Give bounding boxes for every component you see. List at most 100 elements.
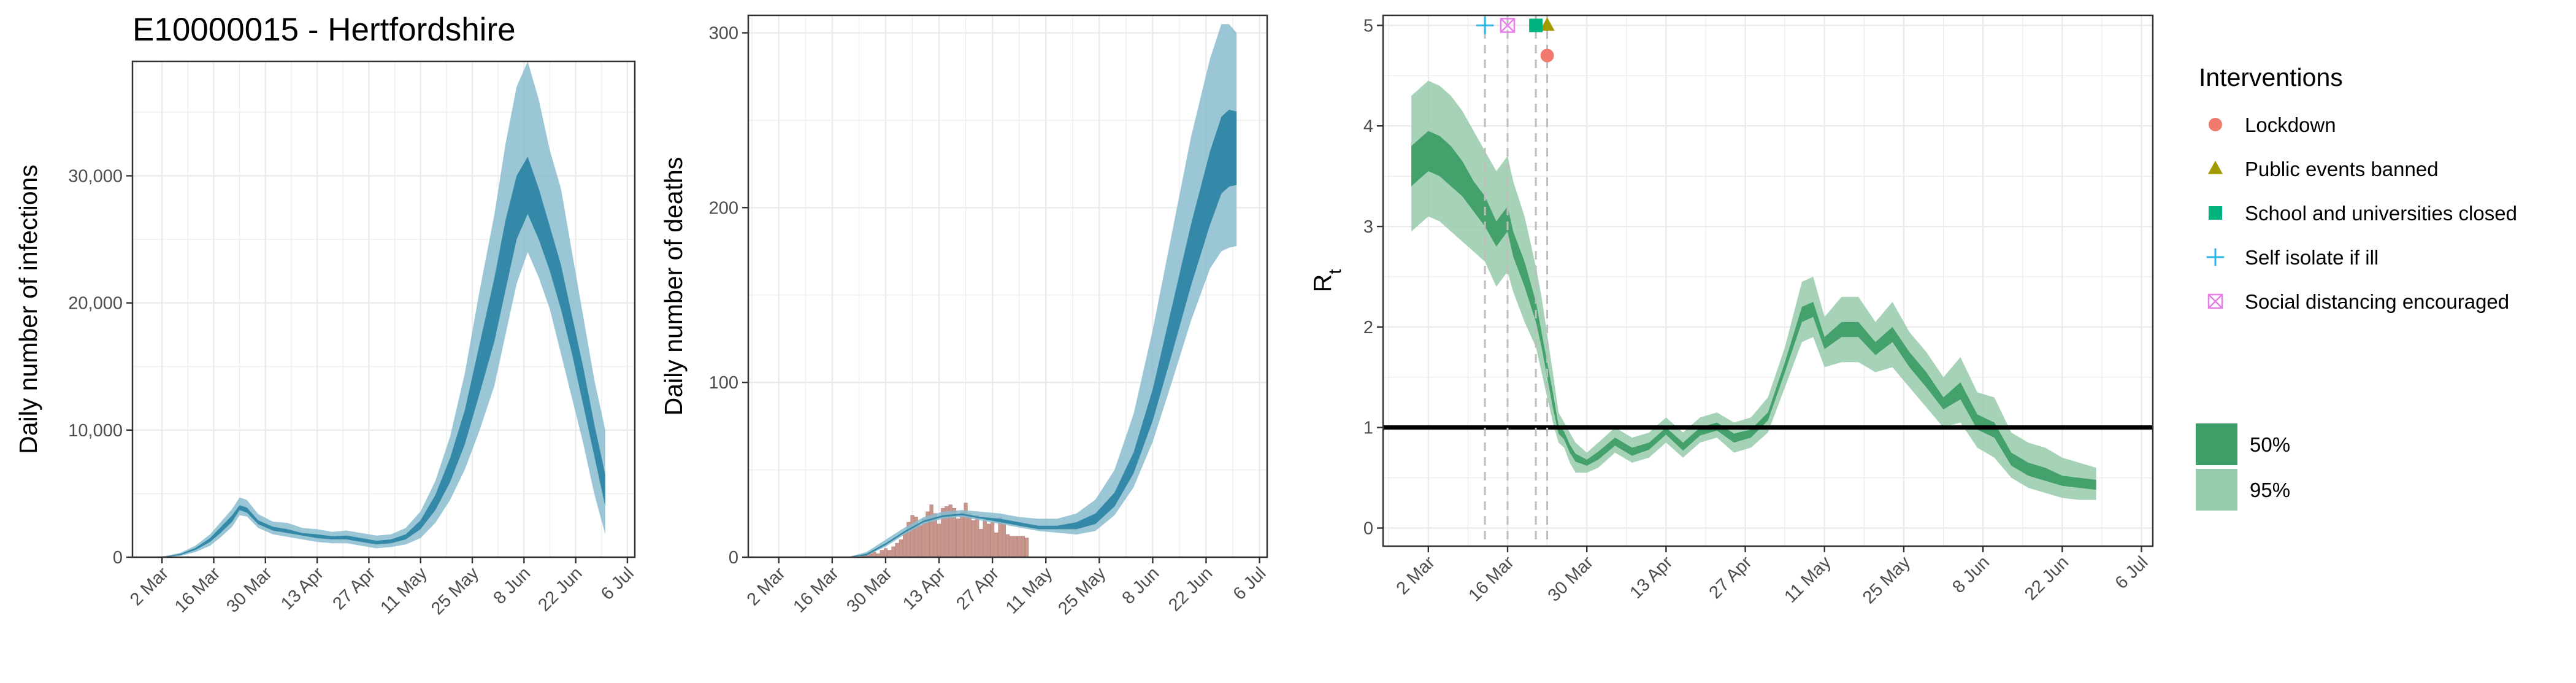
band-50-series <box>847 109 1237 558</box>
x-tick-label: 22 Jun <box>2021 552 2072 604</box>
death-bar <box>910 515 914 558</box>
death-bar <box>979 529 983 558</box>
y-axis: 0 100 200 300 <box>709 23 748 568</box>
death-bar <box>1025 538 1029 558</box>
x-tick-label: 6 Jul <box>597 563 638 604</box>
legend-title: Interventions <box>2199 63 2343 91</box>
y-tick-label: 300 <box>709 23 738 43</box>
death-bar <box>872 552 876 558</box>
legend-band-label: 95% <box>2250 479 2290 501</box>
death-bar <box>918 525 922 558</box>
death-bar <box>994 532 999 558</box>
y-tick-label: 4 <box>1363 117 1373 136</box>
panel-border <box>747 14 1268 558</box>
y-tick-label: 20,000 <box>68 294 123 314</box>
death-bar <box>929 504 933 558</box>
y-axis-label: Rt <box>1308 269 1345 293</box>
legend-band-swatch <box>2196 469 2237 511</box>
x-tick-label: 8 Jun <box>1119 563 1163 608</box>
death-bar <box>1013 536 1018 558</box>
x-tick-label: 11 May <box>1002 563 1057 618</box>
legend-band-swatch <box>2196 423 2237 465</box>
x-tick-label: 11 May <box>1781 552 1835 607</box>
death-bar <box>1021 536 1025 558</box>
x-tick-label: 8 Jun <box>489 563 534 608</box>
death-bar <box>1017 536 1021 558</box>
y-tick-label: 0 <box>113 548 123 568</box>
band-95-series <box>1411 80 2096 500</box>
y-axis-label-subscript: t <box>1325 269 1345 274</box>
death-bar <box>967 513 972 558</box>
legend-key-public-events-banned <box>2207 160 2223 174</box>
legend-label: Public events banned <box>2245 158 2439 180</box>
x-tick-label: 27 Apr <box>953 563 1003 614</box>
death-bar <box>986 523 991 558</box>
death-bar <box>1005 534 1010 558</box>
legend-band-label: 50% <box>2250 433 2290 456</box>
x-tick-label: 6 Jul <box>1230 563 1270 604</box>
y-tick-label: 5 <box>1363 16 1373 36</box>
x-tick-label: 16 Mar <box>1465 552 1519 606</box>
x-tick-label: 11 May <box>377 563 431 618</box>
y-axis-label: Daily number of infections <box>14 164 42 454</box>
x-tick-label: 13 Apr <box>277 563 328 614</box>
legend-bands: 50% 95% <box>2196 423 2290 511</box>
death-bar <box>983 519 987 558</box>
legend-key-social-distancing-encouraged <box>2207 293 2223 309</box>
panel-border <box>1382 14 2154 547</box>
legend-label: School and universities closed <box>2245 202 2517 225</box>
death-bar <box>883 548 888 558</box>
x-tick-label: 30 Mar <box>1544 552 1598 606</box>
chart-title: E10000015 - Hertfordshire <box>132 12 516 48</box>
x-tick-label: 16 Mar <box>171 563 224 617</box>
death-bar <box>1010 536 1014 558</box>
y-tick-label: 200 <box>709 198 738 218</box>
legend-key-school-and-universities-closed <box>2209 206 2222 220</box>
death-bar <box>895 542 899 558</box>
x-tick-label: 30 Mar <box>223 563 276 617</box>
intervention-marker <box>1529 18 1543 33</box>
legend-label: Self isolate if ill <box>2245 246 2379 269</box>
x-tick-label: 25 May <box>427 563 483 619</box>
death-bar <box>937 523 941 558</box>
death-bar <box>956 519 960 558</box>
legend-label: Social distancing encouraged <box>2245 290 2509 313</box>
legend-key-lockdown <box>2209 118 2222 131</box>
y-tick-label: 10,000 <box>68 421 123 441</box>
x-tick-label: 27 Apr <box>329 563 379 614</box>
x-tick-label: 16 Mar <box>789 563 843 617</box>
x-tick-label: 25 May <box>1054 563 1110 619</box>
death-bar <box>887 550 892 558</box>
y-axis: 0 1 2 3 4 5 <box>1363 16 1383 539</box>
death-bar <box>899 539 903 558</box>
y-axis: 0 10,000 20,000 30,000 <box>68 166 132 568</box>
death-bar <box>991 522 995 558</box>
death-bar <box>975 515 979 558</box>
intervention-marker <box>1476 17 1494 34</box>
y-tick-label: 0 <box>729 548 738 568</box>
x-tick-label: 30 Mar <box>843 563 896 617</box>
x-tick-label: 25 May <box>1859 552 1914 608</box>
grid-lines <box>132 61 635 558</box>
rt-panel: 0 1 2 3 4 5 2 Mar 16 Mar 30 Mar 13 Apr 27 Apr 11 Ma… <box>1308 14 2154 608</box>
death-bar <box>971 520 976 558</box>
y-tick-label: 30,000 <box>68 166 123 186</box>
death-bar <box>880 550 884 558</box>
death-bar <box>960 511 964 558</box>
x-tick-label: 22 Jun <box>1165 563 1216 615</box>
x-tick-label: 2 Mar <box>743 563 789 609</box>
y-tick-label: 1 <box>1363 419 1373 438</box>
panel-border <box>131 60 636 558</box>
death-bar <box>1002 523 1006 558</box>
legend-key-self-isolate-if-ill <box>2206 248 2225 266</box>
deaths-panel: 0 100 200 300 2 Mar 16 Mar 30 Mar 13 Apr 27 Apr1… <box>659 14 1270 619</box>
y-tick-label: 3 <box>1363 217 1373 237</box>
intervention-markers <box>1476 15 1555 546</box>
band-95-series <box>847 24 1237 557</box>
x-tick-label: 8 Jun <box>1949 552 1993 597</box>
x-tick-label: 13 Apr <box>899 563 949 614</box>
